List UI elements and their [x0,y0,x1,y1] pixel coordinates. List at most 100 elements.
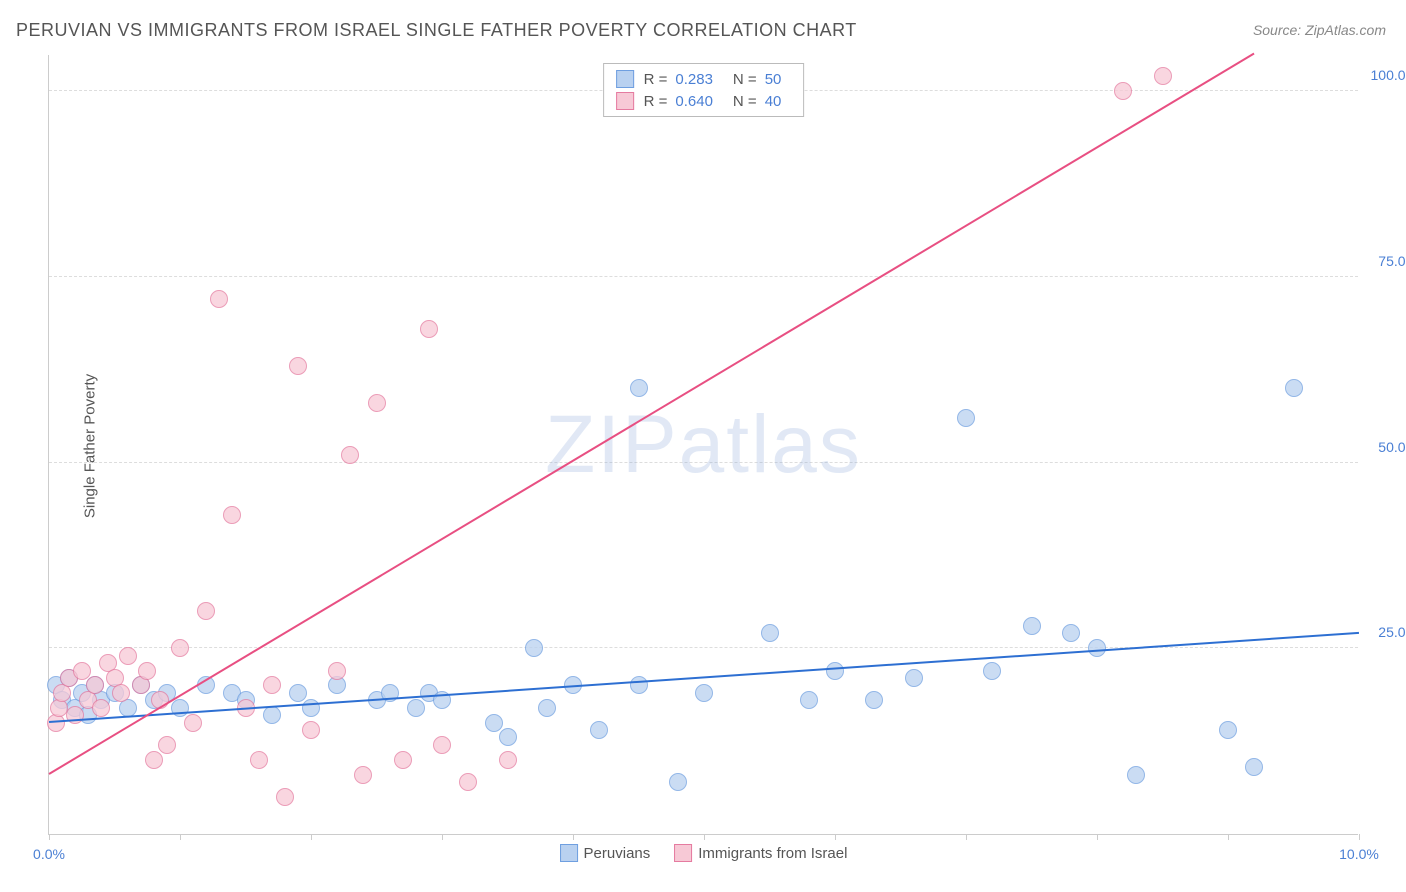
data-point [485,714,503,732]
n-label: N = [733,71,757,88]
data-point [223,506,241,524]
n-value: 50 [765,71,782,88]
data-point [826,662,844,680]
watermark: ZIPatlas [545,398,862,492]
data-point [538,699,556,717]
trend-line [49,631,1359,722]
x-tick [311,834,312,840]
x-tick [1228,834,1229,840]
x-tick [966,834,967,840]
y-tick-label: 75.0% [1363,253,1406,269]
data-point [354,766,372,784]
x-tick [180,834,181,840]
data-point [119,647,137,665]
data-point [407,699,425,717]
legend-label: Immigrants from Israel [698,845,847,862]
gridline [49,647,1358,648]
x-tick [49,834,50,840]
data-point [1023,617,1041,635]
data-point [263,676,281,694]
data-point [630,379,648,397]
data-point [433,736,451,754]
chart-title: PERUVIAN VS IMMIGRANTS FROM ISRAEL SINGL… [16,20,857,41]
data-point [138,662,156,680]
data-point [171,639,189,657]
x-tick [1359,834,1360,840]
gridline [49,462,1358,463]
data-point [630,676,648,694]
data-point [263,706,281,724]
data-point [669,773,687,791]
legend-item: Peruvians [560,844,651,862]
data-point [250,751,268,769]
data-point [302,721,320,739]
y-tick-label: 50.0% [1363,439,1406,455]
x-tick [573,834,574,840]
gridline [49,276,1358,277]
r-label: R = [644,71,668,88]
legend-row: R = 0.640 N = 40 [616,90,792,112]
x-tick [1097,834,1098,840]
r-label: R = [644,93,668,110]
r-value: 0.640 [675,93,713,110]
data-point [1127,766,1145,784]
legend-swatch [560,844,578,862]
data-point [695,684,713,702]
legend-swatch [616,92,634,110]
data-point [983,662,1001,680]
data-point [459,773,477,791]
data-point [341,446,359,464]
data-point [73,662,91,680]
data-point [92,699,110,717]
data-point [210,290,228,308]
data-point [184,714,202,732]
legend-row: R = 0.283 N = 50 [616,68,792,90]
data-point [1245,758,1263,776]
data-point [276,788,294,806]
data-point [158,736,176,754]
legend-swatch [674,844,692,862]
data-point [1114,82,1132,100]
scatter-plot: ZIPatlas R =0.283N =50R =0.640N =40 Peru… [48,55,1358,835]
y-tick-label: 25.0% [1363,624,1406,640]
source-value: ZipAtlas.com [1305,22,1386,38]
data-point [499,751,517,769]
correlation-legend: R = 0.283 N = 50 R = 0.640 N = 40 [603,63,805,117]
data-point [1285,379,1303,397]
series-legend: Peruvians Immigrants from Israel [548,844,860,862]
data-point [368,394,386,412]
r-value: 0.283 [675,71,713,88]
data-point [1062,624,1080,642]
data-point [197,602,215,620]
trend-line [48,52,1254,774]
n-value: 40 [765,93,782,110]
source-label: Source: [1253,22,1301,38]
x-tick-label: 10.0% [1339,846,1379,862]
x-tick [704,834,705,840]
data-point [499,728,517,746]
data-point [112,684,130,702]
data-point [525,639,543,657]
data-point [145,751,163,769]
data-point [1154,67,1172,85]
data-point [590,721,608,739]
x-tick [835,834,836,840]
n-label: N = [733,93,757,110]
data-point [289,357,307,375]
data-point [1219,721,1237,739]
x-tick [442,834,443,840]
legend-label: Peruvians [584,845,651,862]
data-point [289,684,307,702]
data-point [800,691,818,709]
data-point [394,751,412,769]
y-tick-label: 100.0% [1363,67,1406,83]
legend-swatch [616,70,634,88]
data-point [302,699,320,717]
data-point [905,669,923,687]
data-point [420,320,438,338]
x-tick-label: 0.0% [33,846,65,862]
data-point [865,691,883,709]
legend-item: Immigrants from Israel [674,844,847,862]
data-point [761,624,779,642]
data-point [328,662,346,680]
